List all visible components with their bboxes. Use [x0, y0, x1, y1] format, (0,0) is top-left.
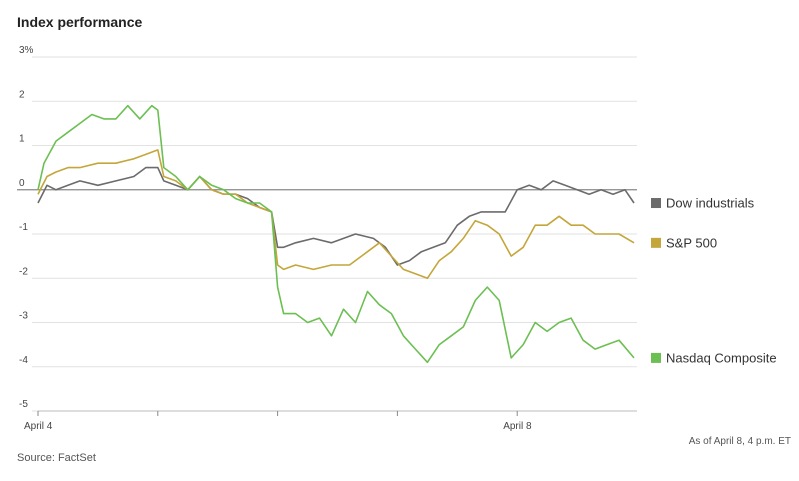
y-tick-label: -2	[19, 266, 28, 277]
legend-item-dow-industrials: Dow industrials	[651, 196, 755, 211]
legend-label: Dow industrials	[666, 196, 755, 211]
grid-layer	[17, 56, 637, 412]
y-tick-label: -5	[19, 399, 28, 410]
legend-swatch	[651, 237, 661, 248]
series-line-s-p-500	[37, 149, 635, 280]
y-tick-label: 3%	[19, 45, 34, 56]
series-line-dow-industrials	[37, 166, 635, 266]
legend-label: Nasdaq Composite	[666, 350, 777, 365]
x-tick-label: April 8	[503, 421, 532, 432]
y-tick-label: -1	[19, 222, 28, 233]
legend-item-s-p-500: S&P 500	[651, 235, 717, 250]
series-line-nasdaq-composite	[37, 104, 635, 364]
y-axis-labels: 3% 2 1 0 -1 -2 -3 -4 -5	[19, 45, 34, 410]
y-tick-label: -4	[19, 355, 28, 366]
y-tick-label: 0	[19, 178, 25, 189]
y-tick-label: -3	[19, 311, 28, 322]
legend: Dow industrials S&P 500 Nasdaq Composite	[651, 196, 777, 365]
series-lines	[37, 104, 635, 364]
legend-label: S&P 500	[666, 235, 717, 250]
legend-swatch	[651, 198, 661, 209]
timestamp-note: As of April 8, 4 p.m. ET	[689, 436, 791, 447]
y-tick-label: 1	[19, 134, 25, 145]
x-axis: April 4 April 8	[24, 410, 637, 432]
source-note: Source: FactSet	[17, 452, 96, 464]
x-tick-label: April 4	[24, 421, 53, 432]
legend-swatch	[651, 352, 661, 363]
legend-item-nasdaq-composite: Nasdaq Composite	[651, 350, 777, 365]
chart-title: Index performance	[17, 14, 142, 30]
y-tick-label: 2	[19, 89, 25, 100]
